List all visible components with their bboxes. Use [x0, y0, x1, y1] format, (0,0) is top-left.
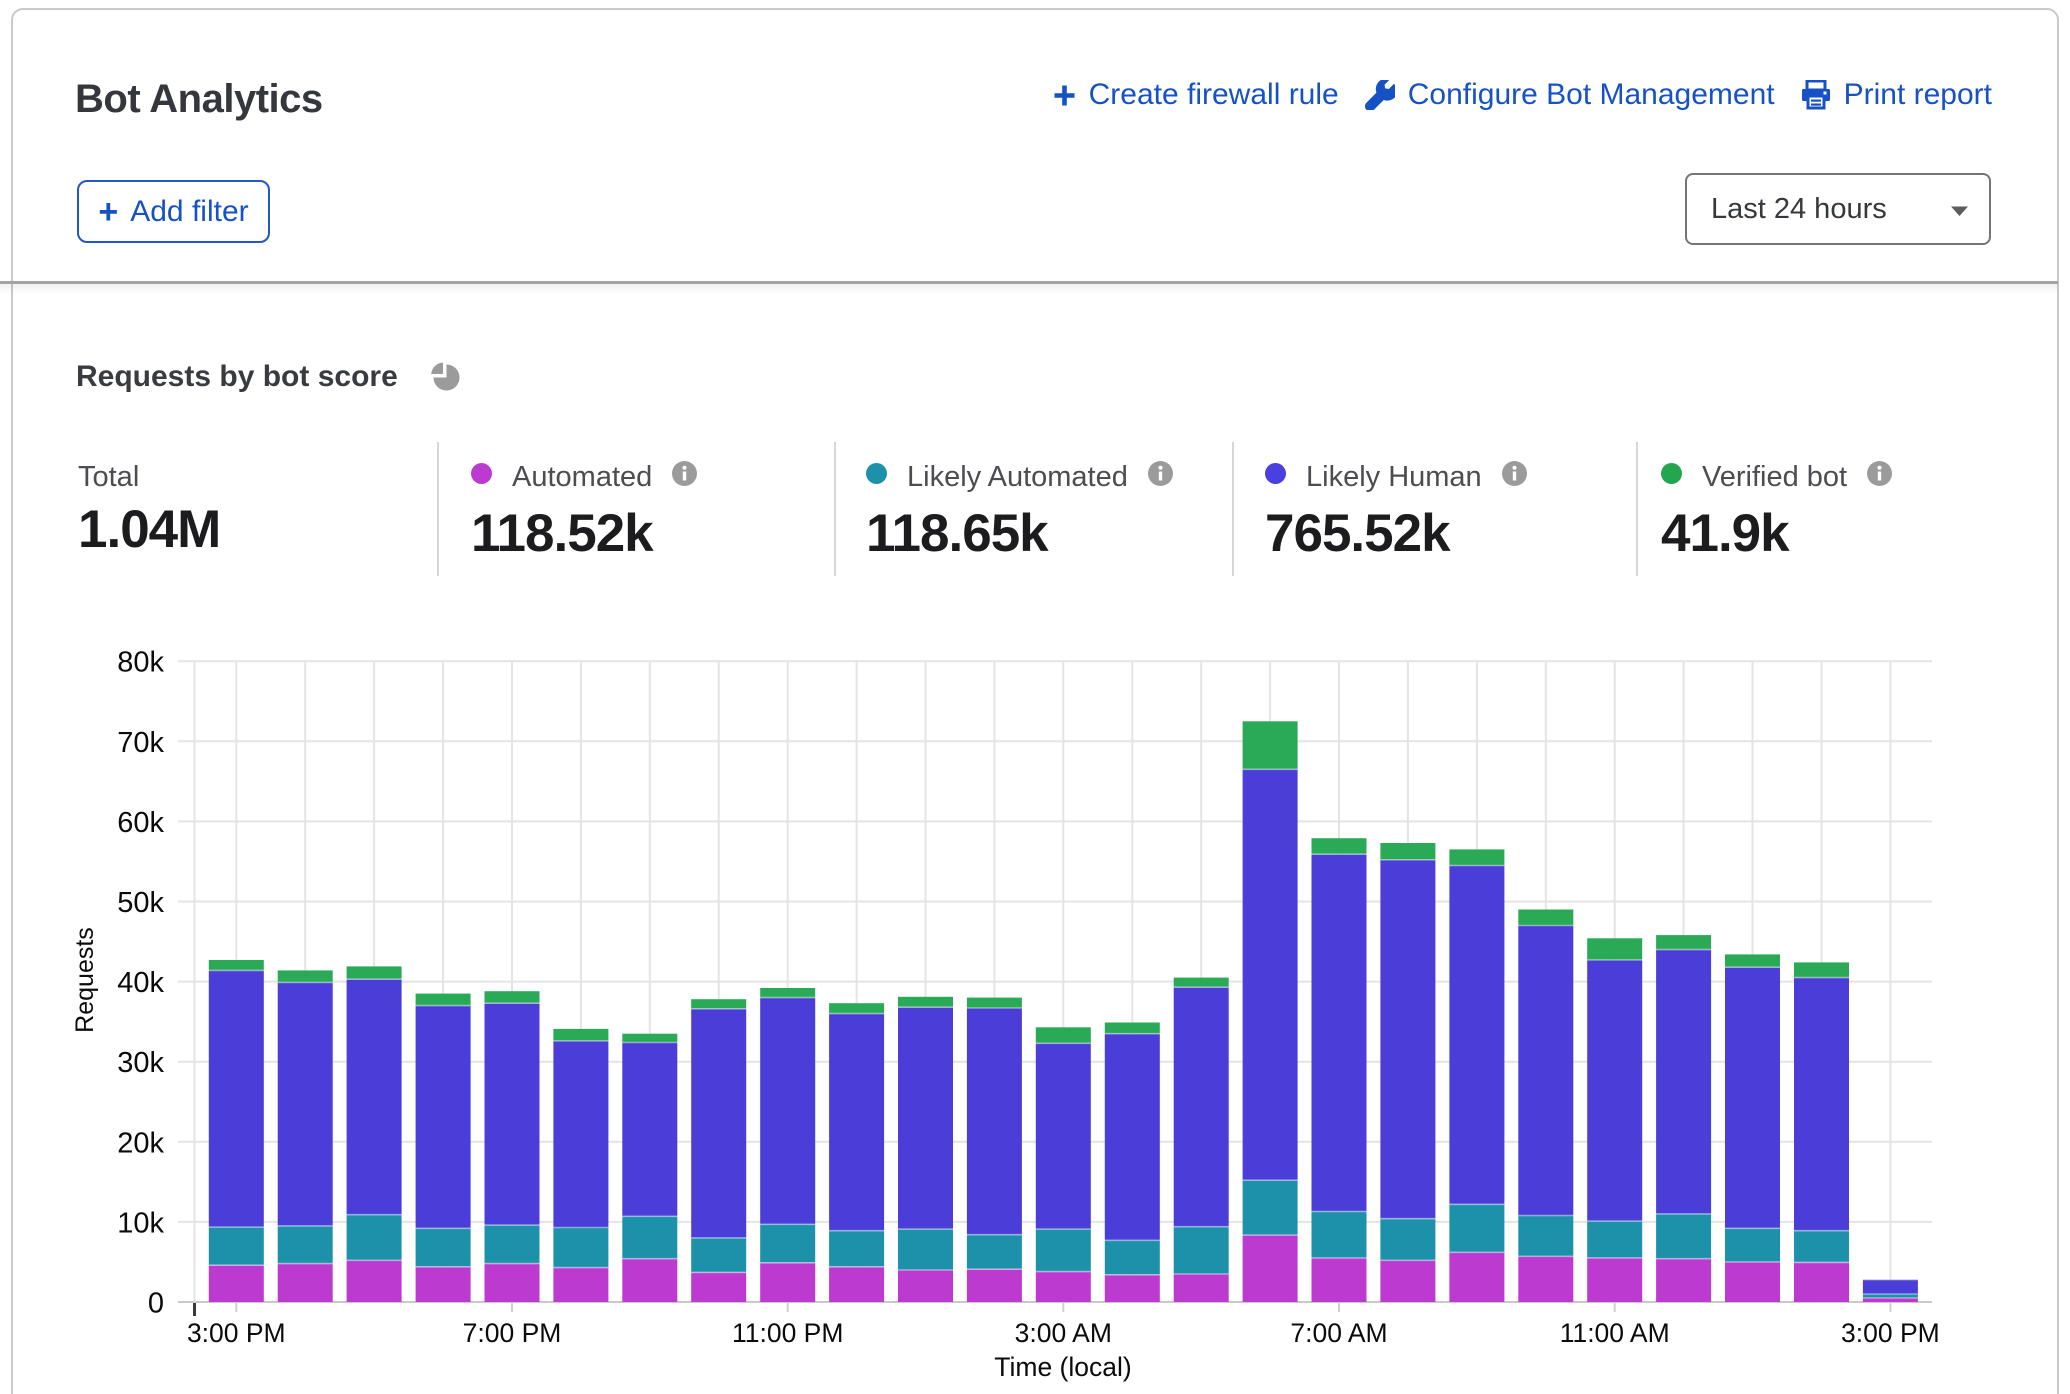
svg-text:Requests: Requests — [71, 927, 99, 1033]
svg-text:40k: 40k — [117, 967, 164, 999]
svg-text:50k: 50k — [117, 887, 164, 919]
svg-text:80k: 80k — [117, 647, 164, 679]
svg-text:11:00 AM: 11:00 AM — [1560, 1318, 1670, 1348]
svg-text:7:00 PM: 7:00 PM — [463, 1318, 562, 1348]
svg-text:3:00 PM: 3:00 PM — [187, 1318, 286, 1348]
svg-text:3:00 PM: 3:00 PM — [1841, 1318, 1940, 1348]
svg-text:30k: 30k — [117, 1047, 164, 1079]
svg-text:0: 0 — [148, 1288, 164, 1320]
svg-text:7:00 AM: 7:00 AM — [1290, 1318, 1387, 1348]
svg-text:70k: 70k — [117, 727, 164, 759]
svg-text:3:00 AM: 3:00 AM — [1015, 1318, 1112, 1348]
svg-text:20k: 20k — [117, 1127, 164, 1159]
svg-text:10k: 10k — [117, 1207, 164, 1239]
svg-text:Time (local): Time (local) — [994, 1352, 1131, 1382]
svg-text:11:00 PM: 11:00 PM — [732, 1318, 843, 1348]
svg-text:60k: 60k — [117, 807, 164, 839]
